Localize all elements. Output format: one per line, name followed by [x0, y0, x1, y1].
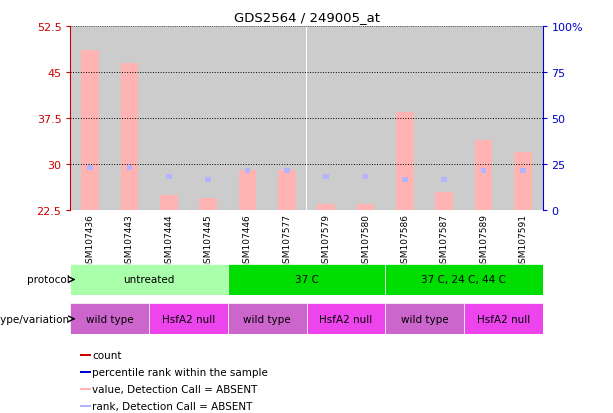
Text: HsfA2 null: HsfA2 null — [476, 314, 530, 324]
Text: wild type: wild type — [86, 314, 134, 324]
Bar — [80, 371, 91, 373]
Bar — [70, 304, 149, 335]
Bar — [228, 264, 385, 295]
Bar — [402, 178, 408, 183]
Text: untreated: untreated — [123, 275, 175, 285]
Bar — [205, 178, 211, 183]
Text: count: count — [92, 351, 121, 361]
Bar — [70, 27, 110, 211]
Bar — [189, 27, 228, 211]
Bar — [166, 174, 172, 179]
Bar — [110, 27, 149, 211]
Bar — [357, 204, 375, 211]
Bar — [121, 64, 139, 211]
Bar — [424, 27, 464, 211]
Text: protocol: protocol — [27, 275, 70, 285]
Bar — [346, 27, 385, 211]
Text: genotype/variation: genotype/variation — [0, 314, 70, 324]
Bar — [318, 204, 335, 211]
Bar — [284, 169, 290, 173]
Bar — [385, 264, 543, 295]
Text: percentile rank within the sample: percentile rank within the sample — [92, 367, 268, 377]
Bar — [80, 354, 91, 356]
Text: value, Detection Call = ABSENT: value, Detection Call = ABSENT — [92, 384, 257, 394]
Bar — [323, 174, 329, 179]
Bar — [441, 178, 447, 183]
Text: 37 C: 37 C — [295, 275, 318, 285]
Bar — [503, 27, 543, 211]
Text: wild type: wild type — [243, 314, 291, 324]
Bar — [464, 27, 503, 211]
Bar — [245, 169, 251, 173]
Bar — [87, 165, 93, 170]
Bar — [278, 171, 295, 211]
Bar — [82, 51, 99, 211]
Bar — [149, 304, 228, 335]
Bar — [80, 388, 91, 390]
Bar — [80, 405, 91, 407]
Bar — [199, 198, 217, 211]
Bar — [306, 27, 346, 211]
Bar — [149, 27, 189, 211]
Bar — [514, 152, 531, 211]
Bar — [228, 304, 306, 335]
Bar — [396, 113, 414, 211]
Bar — [474, 140, 492, 211]
Text: rank, Detection Call = ABSENT: rank, Detection Call = ABSENT — [92, 401, 253, 411]
Bar — [126, 165, 132, 170]
Bar — [385, 304, 464, 335]
Bar — [70, 264, 228, 295]
Title: GDS2564 / 249005_at: GDS2564 / 249005_at — [234, 11, 379, 24]
Bar — [464, 304, 543, 335]
Bar — [238, 171, 256, 211]
Bar — [160, 195, 178, 211]
Bar — [228, 27, 267, 211]
Text: wild type: wild type — [401, 314, 448, 324]
Bar — [385, 27, 424, 211]
Text: 37 C, 24 C, 44 C: 37 C, 24 C, 44 C — [421, 275, 506, 285]
Bar — [362, 174, 368, 179]
Bar — [267, 27, 306, 211]
Text: HsfA2 null: HsfA2 null — [162, 314, 215, 324]
Bar — [481, 169, 487, 173]
Text: HsfA2 null: HsfA2 null — [319, 314, 373, 324]
Bar — [520, 169, 526, 173]
Bar — [306, 304, 385, 335]
Bar — [435, 192, 453, 211]
